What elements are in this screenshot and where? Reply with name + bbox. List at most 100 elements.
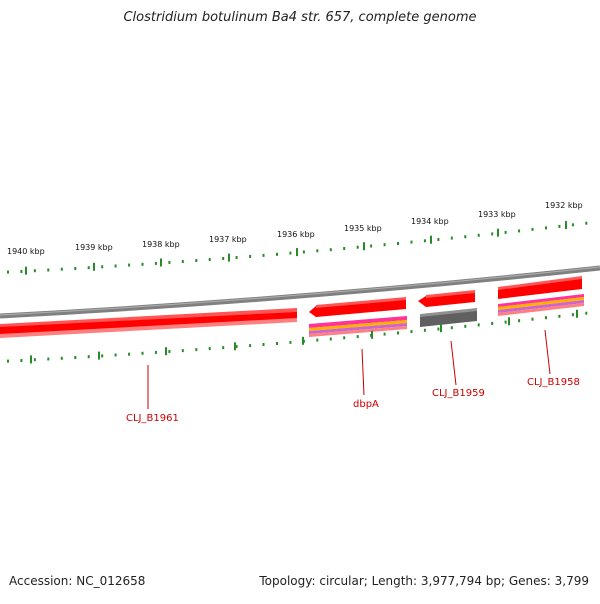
ruler-tick xyxy=(289,340,292,344)
gene-dbpa[interactable] xyxy=(309,297,407,337)
upper-ruler xyxy=(7,221,588,275)
ruler-tick xyxy=(316,249,319,253)
ruler-tick xyxy=(114,353,117,357)
ruler-tick xyxy=(558,224,561,228)
lower-ruler xyxy=(7,309,588,364)
ruler-major-tick xyxy=(371,330,373,339)
ruler-tick xyxy=(222,257,225,260)
ruler-tick xyxy=(383,332,386,336)
ruler-tick xyxy=(423,328,426,332)
tick-label: 1938 kbp xyxy=(142,240,180,249)
ruler-tick xyxy=(235,345,238,349)
ruler-tick xyxy=(518,229,521,233)
ruler-tick xyxy=(410,330,413,334)
ruler-tick xyxy=(168,260,171,264)
label-leaders xyxy=(147,329,551,409)
ruler-tick xyxy=(531,317,534,321)
gene-label: CLJ_B1958 xyxy=(527,377,580,388)
ruler-major-tick xyxy=(228,253,230,262)
ruler-tick xyxy=(249,344,252,348)
ruler-tick xyxy=(235,256,238,259)
ruler-tick xyxy=(504,230,507,234)
ruler-tick xyxy=(450,236,453,240)
ruler-major-tick xyxy=(165,347,167,356)
ruler-tick xyxy=(208,258,211,261)
ruler-tick xyxy=(518,319,521,323)
ruler-major-tick xyxy=(508,317,510,326)
gene-label: dbpA xyxy=(353,399,379,410)
ruler-tick xyxy=(168,350,171,353)
gene-clj-b1961[interactable] xyxy=(0,308,297,338)
ruler-tick xyxy=(249,254,252,258)
ruler-tick xyxy=(477,233,480,237)
ruler-major-tick xyxy=(25,266,27,275)
ruler-tick xyxy=(101,265,104,269)
ruler-major-tick xyxy=(234,342,236,351)
genome-backbone xyxy=(0,265,600,319)
ruler-tick xyxy=(329,248,332,252)
ruler-tick xyxy=(74,356,77,359)
ruler-tick xyxy=(208,347,211,351)
ruler-major-tick xyxy=(576,309,578,318)
ruler-tick xyxy=(128,263,131,267)
genome-backbone-highlight xyxy=(0,266,600,316)
ruler-tick xyxy=(195,348,198,352)
ruler-major-tick xyxy=(565,221,567,230)
ruler-tick xyxy=(343,247,346,250)
ruler-tick-labels: 1940 kbp 1939 kbp 1938 kbp 1937 kbp 1936… xyxy=(7,201,583,256)
ruler-tick xyxy=(154,261,157,265)
ruler-tick xyxy=(423,239,426,243)
tick-label: 1933 kbp xyxy=(478,210,516,219)
ruler-tick xyxy=(114,264,117,268)
ruler-tick xyxy=(141,262,144,266)
ruler-major-tick xyxy=(497,228,499,237)
ruler-major-tick xyxy=(160,258,162,267)
gene-label: CLJ_B1961 xyxy=(126,413,179,424)
ruler-tick xyxy=(101,354,104,358)
ruler-tick xyxy=(302,250,305,254)
ruler-tick xyxy=(154,350,157,354)
tick-label: 1936 kbp xyxy=(277,230,315,239)
ruler-tick xyxy=(410,240,413,244)
gene-clj-b1959[interactable] xyxy=(418,290,477,327)
genome-summary: Topology: circular; Length: 3,977,794 bp… xyxy=(259,574,589,588)
tick-label: 1934 kbp xyxy=(411,217,449,226)
ruler-tick xyxy=(571,223,574,227)
ruler-tick xyxy=(531,227,534,231)
ruler-tick xyxy=(383,243,386,247)
ruler-tick xyxy=(545,226,547,230)
ruler-tick xyxy=(87,266,90,270)
ruler-major-tick xyxy=(296,248,298,257)
accession-text: Accession: NC_012658 xyxy=(9,574,146,588)
ruler-tick xyxy=(128,352,131,356)
ruler-tick xyxy=(329,337,332,341)
ruler-tick xyxy=(195,259,198,262)
ruler-tick xyxy=(141,351,144,355)
ruler-tick xyxy=(504,320,507,324)
ruler-tick xyxy=(558,314,561,318)
ruler-tick xyxy=(356,245,359,249)
ruler-tick xyxy=(262,253,265,257)
ruler-tick xyxy=(289,251,292,255)
gene-clj-b1958[interactable] xyxy=(498,276,584,316)
ruler-tick xyxy=(20,270,23,273)
ruler-tick xyxy=(585,221,588,225)
ruler-tick xyxy=(33,358,36,362)
ruler-tick xyxy=(7,359,9,363)
ruler-major-tick xyxy=(440,324,442,333)
ruler-tick xyxy=(464,324,467,328)
ruler-tick xyxy=(20,359,23,362)
ruler-tick xyxy=(181,349,184,353)
ruler-tick xyxy=(276,342,278,345)
ruler-tick xyxy=(491,322,494,325)
tick-label: 1937 kbp xyxy=(209,235,247,244)
ruler-tick xyxy=(87,355,90,359)
tick-label: 1940 kbp xyxy=(7,247,45,256)
tick-label: 1939 kbp xyxy=(75,243,113,252)
ruler-tick xyxy=(33,269,36,273)
ruler-tick xyxy=(47,357,50,361)
ruler-tick xyxy=(545,316,547,320)
ruler-tick xyxy=(60,267,63,271)
ruler-tick xyxy=(343,336,346,340)
